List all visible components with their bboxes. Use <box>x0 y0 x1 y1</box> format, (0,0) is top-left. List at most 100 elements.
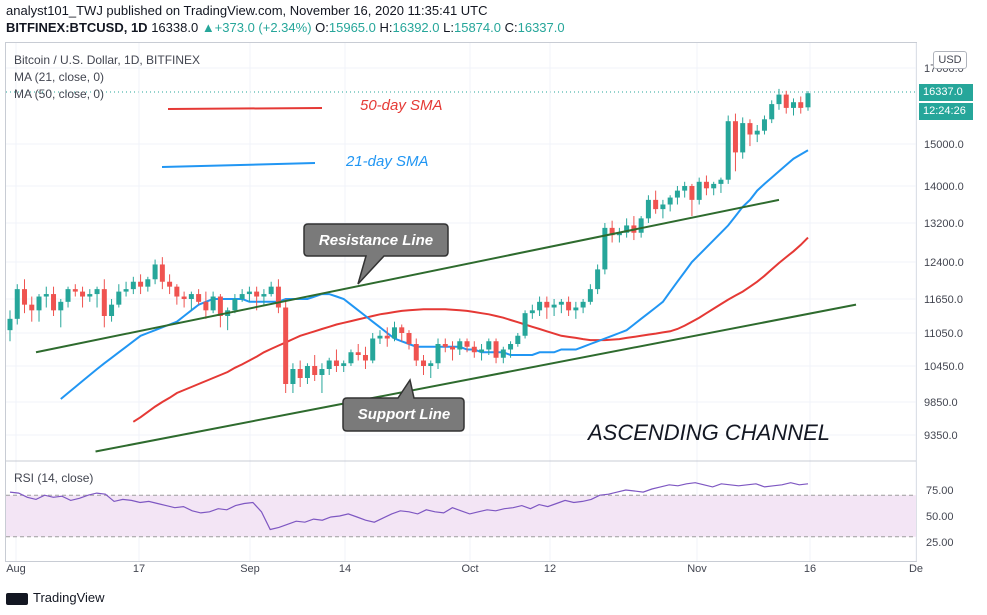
candle[interactable] <box>508 341 514 358</box>
candle[interactable] <box>145 276 151 292</box>
candle[interactable] <box>761 115 767 135</box>
candle[interactable] <box>167 274 173 295</box>
candle[interactable] <box>80 286 86 308</box>
candle[interactable] <box>94 286 100 308</box>
candle[interactable] <box>544 296 550 319</box>
candle[interactable] <box>362 346 368 369</box>
candle[interactable] <box>805 91 811 111</box>
candle[interactable] <box>109 299 115 322</box>
candle[interactable] <box>776 88 782 110</box>
support-callout[interactable]: Support Line <box>342 378 465 432</box>
candle[interactable] <box>319 363 325 393</box>
candle[interactable] <box>399 324 405 342</box>
candle[interactable] <box>479 344 485 361</box>
candle[interactable] <box>754 125 760 143</box>
candle[interactable] <box>457 338 463 356</box>
candle[interactable] <box>609 220 615 243</box>
candle[interactable] <box>486 338 492 356</box>
candle[interactable] <box>391 321 397 342</box>
candle[interactable] <box>725 115 731 184</box>
ma50-legend[interactable]: MA (50, close, 0) <box>14 87 105 101</box>
candle[interactable] <box>558 299 564 314</box>
candle[interactable] <box>283 299 289 393</box>
candle[interactable] <box>732 113 738 172</box>
candle[interactable] <box>522 310 528 339</box>
candle[interactable] <box>51 286 57 316</box>
candle[interactable] <box>602 223 608 275</box>
candle[interactable] <box>566 296 572 316</box>
candle[interactable] <box>747 119 753 147</box>
candle[interactable] <box>660 199 666 219</box>
candle[interactable] <box>341 360 347 373</box>
candle[interactable] <box>450 341 456 361</box>
ma21-legend[interactable]: MA (21, close, 0) <box>14 70 105 84</box>
candle[interactable] <box>123 281 129 297</box>
candle[interactable] <box>595 264 601 295</box>
candle[interactable] <box>333 349 339 373</box>
candle[interactable] <box>537 296 543 316</box>
candle[interactable] <box>674 186 680 205</box>
candle[interactable] <box>174 284 180 305</box>
candle[interactable] <box>406 330 412 350</box>
candle[interactable] <box>370 333 376 364</box>
candle[interactable] <box>435 338 441 370</box>
candle[interactable] <box>355 344 361 361</box>
candle[interactable] <box>769 100 775 124</box>
candle[interactable] <box>7 310 13 342</box>
candle[interactable] <box>87 289 93 302</box>
candle[interactable] <box>43 286 49 308</box>
candle[interactable] <box>631 216 637 241</box>
candle[interactable] <box>616 227 622 243</box>
candle[interactable] <box>130 276 136 295</box>
support-line[interactable] <box>95 303 857 453</box>
candle[interactable] <box>101 279 107 328</box>
candle[interactable] <box>667 195 673 212</box>
candle[interactable] <box>783 90 789 114</box>
candle[interactable] <box>232 294 238 314</box>
candle[interactable] <box>515 333 521 347</box>
candle[interactable] <box>65 286 71 308</box>
candle[interactable] <box>377 330 383 344</box>
candle[interactable] <box>645 195 651 223</box>
resistance-callout[interactable]: Resistance Line <box>303 223 449 285</box>
candle[interactable] <box>29 296 35 322</box>
candle[interactable] <box>718 177 724 193</box>
candle[interactable] <box>740 117 746 159</box>
candle[interactable] <box>210 291 216 314</box>
candle[interactable] <box>116 284 122 308</box>
candle[interactable] <box>696 177 702 205</box>
candle[interactable] <box>580 299 586 314</box>
candle[interactable] <box>428 360 434 379</box>
candle[interactable] <box>36 294 42 322</box>
candle[interactable] <box>464 338 470 353</box>
candle[interactable] <box>790 98 796 116</box>
candle[interactable] <box>304 363 310 384</box>
candle[interactable] <box>689 183 695 217</box>
candle[interactable] <box>384 327 390 347</box>
symbol-label[interactable]: BITFINEX:BTCUSD, 1D <box>6 20 148 35</box>
tradingview-logo[interactable]: TradingView <box>6 590 105 605</box>
candle[interactable] <box>500 346 506 364</box>
candle[interactable] <box>587 284 593 305</box>
candle[interactable] <box>188 291 194 311</box>
candle[interactable] <box>290 363 296 393</box>
candle[interactable] <box>471 341 477 358</box>
candle[interactable] <box>413 338 419 367</box>
candle[interactable] <box>682 181 688 198</box>
candle[interactable] <box>181 291 187 308</box>
candle[interactable] <box>551 299 557 316</box>
candle[interactable] <box>14 284 20 325</box>
candle[interactable] <box>653 190 659 214</box>
candle[interactable] <box>203 291 209 319</box>
candle[interactable] <box>442 338 448 353</box>
candle[interactable] <box>798 96 804 114</box>
candle[interactable] <box>529 304 535 319</box>
candle[interactable] <box>421 355 427 375</box>
candle[interactable] <box>624 218 630 238</box>
candle[interactable] <box>72 284 78 297</box>
candle[interactable] <box>58 299 64 328</box>
candle[interactable] <box>246 286 252 302</box>
candle[interactable] <box>268 281 274 297</box>
currency-button[interactable]: USD <box>933 51 967 69</box>
